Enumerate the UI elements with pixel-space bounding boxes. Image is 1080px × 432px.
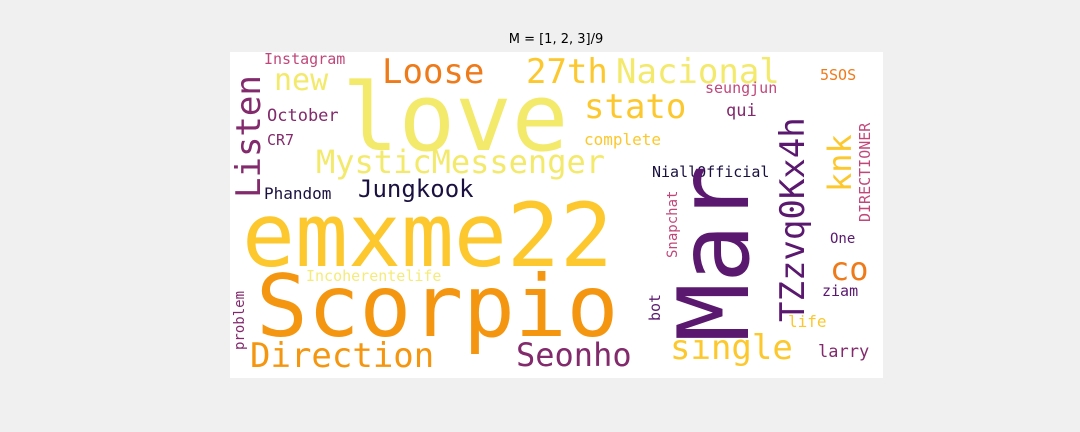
word-cr7: CR7 <box>267 131 295 149</box>
word-niallofficial: NiallOfficial <box>652 163 770 181</box>
plot-title: M = [1, 2, 3]/9 <box>508 32 604 47</box>
word-nacional: Nacional <box>616 52 780 92</box>
word-instagram: Instagram <box>264 52 346 68</box>
word-scorpio: Scorpio <box>256 257 619 357</box>
word-27th: 27th <box>526 52 608 92</box>
word-single: single <box>670 328 793 368</box>
word-incoherentelife: Incoherentelife <box>306 267 442 285</box>
word-co: co <box>830 250 869 288</box>
word-listen: Listen <box>230 75 269 198</box>
word-phandom: Phandom <box>264 184 332 203</box>
word-5sos: 5SOS <box>820 66 857 84</box>
word-mysticmessenger: MysticMessenger <box>316 143 605 181</box>
word-stato: stato <box>584 87 687 127</box>
word-life: life <box>788 312 827 331</box>
word-bot: bot <box>646 293 664 321</box>
word-one: One <box>830 231 856 247</box>
word-jungkook: Jungkook <box>358 175 474 203</box>
word-knk: knk <box>821 134 859 192</box>
word-seungjun: seungjun <box>705 79 778 97</box>
word-october: October <box>267 106 339 126</box>
word-tzzvq0kx4h: TZzvq0Kx4h <box>773 117 813 322</box>
word-direction: Direction <box>250 336 435 376</box>
word-cloud: love emxme22 Scorpio Loose 27th Nacional… <box>230 52 883 378</box>
word-qui: qui <box>726 101 757 121</box>
word-problem: problem <box>232 290 248 350</box>
word-seonho: Seonho <box>516 336 632 374</box>
word-love: love <box>342 64 569 173</box>
word-complete: complete <box>584 130 662 149</box>
word-loose: Loose <box>382 52 485 92</box>
word-ziam: ziam <box>822 282 859 300</box>
word-new: new <box>274 63 329 98</box>
word-snapchat: Snapchat <box>665 190 681 258</box>
word-larry: larry <box>818 342 870 362</box>
word-directioner: DIRECTIONER <box>856 122 874 222</box>
word-emxme22: emxme22 <box>242 184 613 287</box>
